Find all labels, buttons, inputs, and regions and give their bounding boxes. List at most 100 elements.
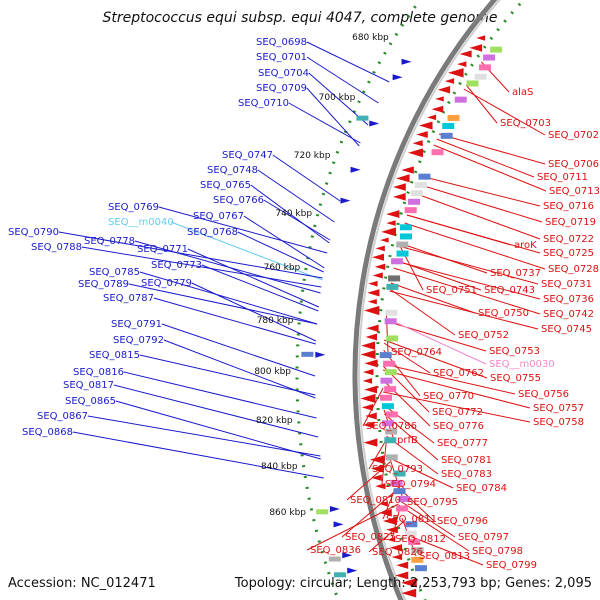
reverse-gene-arrow[interactable] [382,516,397,526]
reverse-gene-arrow[interactable] [456,61,467,67]
gene-label[interactable]: SEQ_0751 [426,285,477,296]
reverse-gene-arrow[interactable] [364,305,380,316]
gene-label[interactable]: SEQ_0698 [256,37,307,48]
gene-label[interactable]: SEQ_0796 [437,516,488,527]
reverse-gene-arrow[interactable] [368,280,378,287]
gene-label[interactable]: SEQ_0701 [256,52,307,63]
gene-function-tile[interactable] [479,64,492,71]
gene-function-tile[interactable] [414,565,427,572]
gene-label[interactable]: SEQ_0788 [31,242,82,253]
gene-label[interactable]: SEQ_0753 [489,346,540,357]
gene-function-tile[interactable] [410,190,423,197]
gene-label[interactable]: SEQ_0766 [213,195,264,206]
gene-label[interactable]: SEQ_0704 [258,68,309,79]
gene-function-tile[interactable] [381,403,394,410]
reverse-gene-arrow[interactable] [386,210,400,219]
reverse-gene-arrow[interactable] [392,193,406,201]
gene-function-tile[interactable] [385,428,398,435]
gene-function-tile[interactable] [399,233,412,240]
gene-function-tile[interactable] [384,318,397,325]
gene-label[interactable]: SEQ_0765 [200,180,251,191]
gene-label[interactable]: SEQ__m0030 [489,359,555,370]
reverse-gene-arrow[interactable] [363,438,378,447]
gene-label[interactable]: SEQ_0757 [533,403,584,414]
reverse-gene-arrow[interactable] [393,183,406,191]
gene-label[interactable]: SEQ_0748 [207,165,258,176]
gene-label[interactable]: SEQ__m0040 [108,217,174,228]
reverse-gene-arrow[interactable] [365,412,377,420]
gene-label[interactable]: SEQ_0711 [537,172,588,183]
gene-function-tile[interactable] [408,198,421,205]
gene-label[interactable]: SEQ_0722 [543,234,594,245]
gene-label[interactable]: SEQ_0815 [89,350,140,361]
gene-label[interactable]: SEQ_0795 [407,497,458,508]
reverse-gene-arrow[interactable] [364,359,378,368]
gene-label[interactable]: SEQ_0719 [545,217,596,228]
gene-function-tile[interactable] [396,505,409,512]
reverse-gene-arrow[interactable] [401,578,417,588]
gene-function-tile[interactable] [408,538,421,545]
reverse-gene-arrow[interactable] [367,289,380,297]
gene-label[interactable]: SEQ_0703 [500,118,551,129]
gene-function-tile[interactable] [414,182,427,189]
reverse-gene-arrow[interactable] [469,44,483,52]
reverse-gene-arrow[interactable] [372,253,384,261]
gene-function-tile[interactable] [404,530,417,537]
gene-function-tile[interactable] [396,250,409,257]
gene-label[interactable]: SEQ_0783 [441,469,492,480]
gene-function-tile[interactable] [442,123,455,130]
forward-gene-arrow[interactable] [392,74,403,81]
reverse-gene-arrow[interactable] [386,526,398,534]
gene-label[interactable]: SEQ_0778 [84,236,135,247]
gene-label[interactable]: prfB [397,435,418,446]
gene-label[interactable]: SEQ_0731 [541,279,592,290]
forward-gene-arrow[interactable] [315,351,326,358]
reverse-gene-arrow[interactable] [389,544,403,552]
gene-label[interactable]: SEQ_0716 [543,201,594,212]
gene-label[interactable]: SEQ_0785 [89,267,140,278]
reverse-gene-arrow[interactable] [408,148,423,158]
gene-function-tile[interactable] [454,96,467,103]
gene-label[interactable]: SEQ_0756 [518,389,569,400]
gene-label[interactable]: SEQ_0750 [478,308,529,319]
reverse-gene-arrow[interactable] [386,220,396,226]
reverse-gene-arrow[interactable] [362,368,374,376]
reverse-gene-arrow[interactable] [386,537,396,543]
gene-label[interactable]: SEQ_0762 [433,368,484,379]
gene-label[interactable]: SEQ_0826 [372,547,423,558]
gene-label[interactable]: SEQ_0793 [372,464,423,475]
forward-gene-arrow[interactable] [342,552,353,559]
gene-label[interactable]: SEQ_0781 [441,455,492,466]
gene-function-tile[interactable] [411,556,424,563]
gene-function-tile[interactable] [356,115,369,121]
gene-function-tile[interactable] [385,454,398,461]
gene-function-tile[interactable] [316,509,329,515]
gene-label[interactable]: SEQ_0770 [423,391,474,402]
gene-label[interactable]: SEQ_0817 [63,380,114,391]
gene-function-tile[interactable] [404,207,417,214]
gene-label[interactable]: SEQ_0743 [484,285,535,296]
gene-label[interactable]: SEQ_0742 [543,309,594,320]
forward-gene-arrow[interactable] [369,120,380,127]
gene-label[interactable]: SEQ_0786 [366,421,417,432]
gene-function-tile[interactable] [384,437,397,444]
reverse-gene-arrow[interactable] [444,78,455,84]
gene-label[interactable]: SEQ_0769 [108,202,159,213]
gene-label[interactable]: SEQ_0810 [350,495,401,506]
reverse-gene-arrow[interactable] [369,455,385,464]
reverse-gene-arrow[interactable] [360,393,376,404]
reverse-gene-arrow[interactable] [447,68,464,78]
reverse-gene-arrow[interactable] [360,349,376,359]
reverse-gene-arrow[interactable] [375,483,386,490]
reverse-gene-arrow[interactable] [361,341,376,350]
gene-label[interactable]: SEQ_0702 [548,130,599,141]
gene-function-tile[interactable] [490,46,503,53]
reverse-gene-arrow[interactable] [365,333,378,341]
reverse-gene-arrow[interactable] [364,385,378,394]
gene-function-tile[interactable] [384,369,397,376]
gene-label[interactable]: SEQ_0868 [22,427,73,438]
gene-label[interactable]: SEQ_0812 [395,534,446,545]
reverse-gene-arrow[interactable] [367,298,377,305]
forward-gene-arrow[interactable] [333,521,344,528]
gene-label[interactable]: SEQ_0706 [548,159,599,170]
